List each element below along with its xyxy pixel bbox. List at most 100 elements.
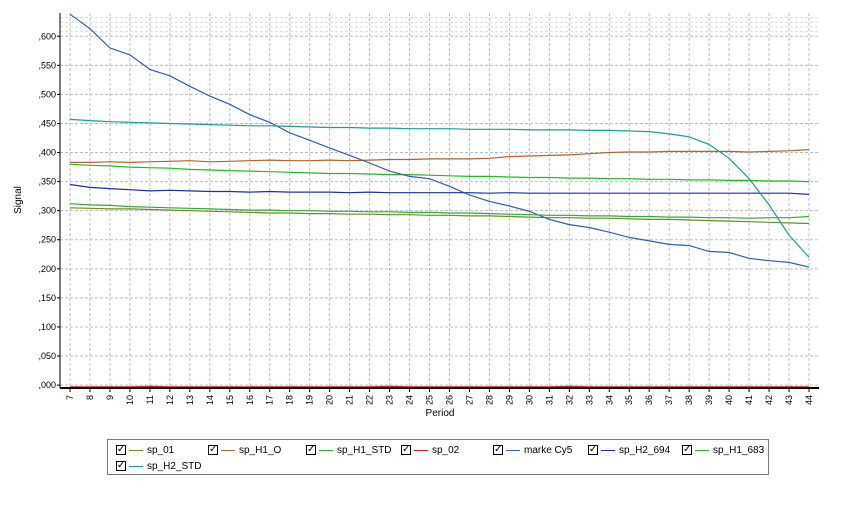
legend: ✓ sp_01 ✓ sp_H1_O ✓ sp_H1_STD ✓ sp_02 ✓ marke Cy5… — [107, 439, 769, 475]
x-tick-label: 21 — [345, 395, 355, 405]
legend-label: sp_H2_694 — [619, 444, 671, 456]
series-line-sp-h1-683 — [69, 203, 810, 219]
x-tick-label: 41 — [744, 395, 754, 405]
x-tick-label: 36 — [644, 395, 654, 405]
legend-checkbox[interactable]: ✓ — [493, 444, 503, 455]
series-line-sp-h2-std — [69, 118, 810, 258]
legend-item[interactable]: ✓ sp_H1_STD — [306, 443, 391, 457]
x-tick-label: 32 — [564, 395, 574, 405]
x-tick-label: 24 — [405, 395, 415, 405]
x-tick-label: 20 — [325, 395, 335, 405]
x-tick-label: 16 — [245, 395, 255, 405]
y-tick-label: ,000 — [38, 380, 56, 390]
y-tick-label: ,200 — [38, 264, 56, 274]
y-tick-label: ,150 — [38, 293, 56, 303]
x-tick-label: 9 — [105, 395, 115, 400]
x-tick-label: 10 — [125, 395, 135, 405]
legend-label: sp_H1_O — [239, 444, 282, 456]
y-ticks: ,000 ,050 ,100 ,150 ,200 ,250 ,300 ,350 ,400 ,450… — [38, 31, 60, 390]
legend-swatch — [506, 449, 520, 451]
x-tick-label: 11 — [145, 395, 155, 404]
x-tick-label: 43 — [784, 395, 794, 405]
y-tick-label: ,550 — [38, 60, 56, 70]
x-tick-label: 8 — [85, 395, 95, 400]
legend-label: sp_H1_683 — [713, 444, 765, 456]
legend-item[interactable]: ✓ sp_H1_O — [208, 443, 281, 457]
x-tick-label: 37 — [664, 395, 674, 405]
y-tick-label: ,050 — [38, 351, 56, 361]
legend-checkbox[interactable]: ✓ — [588, 444, 598, 455]
x-tick-label: 25 — [425, 395, 435, 405]
legend-checkbox[interactable]: ✓ — [682, 444, 692, 455]
y-tick-label: ,450 — [38, 118, 56, 128]
legend-item[interactable]: ✓ sp_H2_STD — [116, 459, 201, 473]
legend-checkbox[interactable]: ✓ — [116, 444, 126, 455]
x-ticks: 7 8 9 10 11 12 13 14 15 16 17 18 19 20 21 22 23 24 25 26 27 2… — [65, 388, 814, 405]
x-tick-label: 15 — [225, 395, 235, 405]
x-tick-label: 29 — [504, 395, 514, 405]
series-line-marke-cy5 — [69, 13, 810, 268]
legend-swatch — [695, 449, 709, 451]
legend-swatch — [129, 449, 143, 451]
x-tick-label: 12 — [165, 395, 175, 405]
legend-item[interactable]: ✓ marke Cy5 — [493, 443, 572, 457]
x-tick-label: 18 — [285, 395, 295, 405]
series-lines — [69, 13, 810, 388]
legend-item[interactable]: ✓ sp_01 — [116, 443, 174, 457]
x-tick-label: 7 — [65, 395, 75, 400]
series-line-sp-h2-694 — [69, 183, 810, 195]
legend-label: marke Cy5 — [524, 444, 573, 456]
plot-area — [60, 13, 819, 388]
x-tick-label: 23 — [385, 395, 395, 405]
legend-checkbox[interactable]: ✓ — [208, 444, 218, 455]
x-tick-label: 26 — [444, 395, 454, 405]
x-tick-label: 33 — [584, 395, 594, 405]
x-tick-label: 31 — [544, 395, 554, 405]
legend-swatch — [601, 449, 615, 451]
legend-item[interactable]: ✓ sp_02 — [401, 443, 459, 457]
x-tick-label: 13 — [185, 395, 195, 405]
y-tick-label: ,400 — [38, 148, 56, 158]
x-tick-label: 34 — [604, 395, 614, 405]
legend-checkbox[interactable]: ✓ — [401, 444, 411, 455]
x-tick-label: 14 — [205, 395, 215, 405]
legend-swatch — [414, 449, 428, 451]
x-tick-label: 38 — [684, 395, 694, 405]
legend-swatch — [319, 449, 333, 451]
x-tick-label: 30 — [524, 395, 534, 405]
legend-swatch — [221, 449, 235, 451]
legend-checkbox[interactable]: ✓ — [116, 460, 126, 471]
x-tick-label: 40 — [724, 395, 734, 405]
x-tick-label: 28 — [484, 395, 494, 405]
series-line-sp-01 — [69, 207, 810, 225]
x-tick-label: 42 — [764, 395, 774, 405]
series-line-sp-02 — [70, 385, 809, 388]
y-tick-label: ,300 — [38, 206, 56, 216]
legend-checkbox[interactable]: ✓ — [306, 444, 316, 455]
x-tick-label: 35 — [624, 395, 634, 405]
x-tick-label: 44 — [804, 395, 814, 405]
x-tick-label: 27 — [464, 395, 474, 405]
legend-label: sp_H1_STD — [337, 444, 392, 456]
x-tick-label: 17 — [265, 395, 275, 405]
x-tick-label: 22 — [365, 395, 375, 405]
x-tick-label: 39 — [704, 395, 714, 405]
legend-item[interactable]: ✓ sp_H1_683 — [682, 443, 764, 457]
y-tick-label: ,100 — [38, 322, 56, 332]
legend-label: sp_01 — [147, 444, 175, 456]
grid-lines — [60, 13, 819, 388]
y-tick-label: ,600 — [38, 31, 56, 41]
y-tick-label: ,500 — [38, 89, 56, 99]
legend-label: sp_02 — [432, 444, 460, 456]
y-axis-title: Signal — [13, 186, 24, 214]
legend-label: sp_H2_STD — [147, 460, 202, 472]
x-tick-label: 19 — [305, 395, 315, 405]
legend-item[interactable]: ✓ sp_H2_694 — [588, 443, 670, 457]
legend-swatch — [129, 465, 143, 467]
y-tick-label: ,350 — [38, 177, 56, 187]
series-line-sp-h1-std — [69, 163, 810, 183]
x-axis-title: Period — [426, 408, 455, 419]
y-tick-label: ,250 — [38, 235, 56, 245]
series-line-sp-h1-o — [70, 149, 810, 164]
